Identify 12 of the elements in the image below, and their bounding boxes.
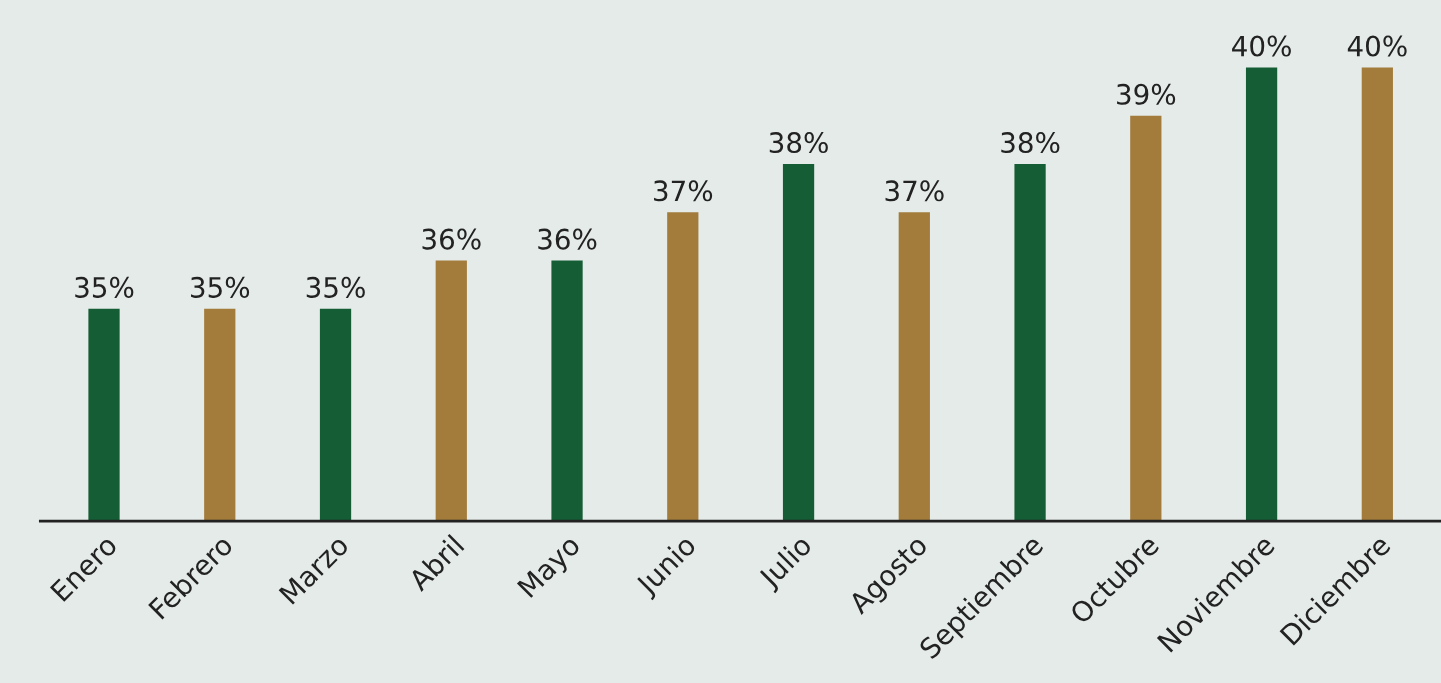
data-label: 35% (191, 276, 250, 298)
data-label: 40% (1347, 35, 1407, 57)
data-label: 40% (1232, 35, 1291, 57)
data-label: 35% (75, 276, 134, 298)
data-label: 39% (1117, 83, 1176, 105)
data-label: 35% (306, 276, 365, 298)
data-label: 38% (769, 132, 828, 154)
data-label: 36% (422, 228, 481, 250)
data-label: 36% (538, 228, 597, 250)
data-label: 37% (885, 180, 944, 202)
data-label: 37% (654, 180, 713, 202)
data-label: 38% (1001, 132, 1060, 154)
